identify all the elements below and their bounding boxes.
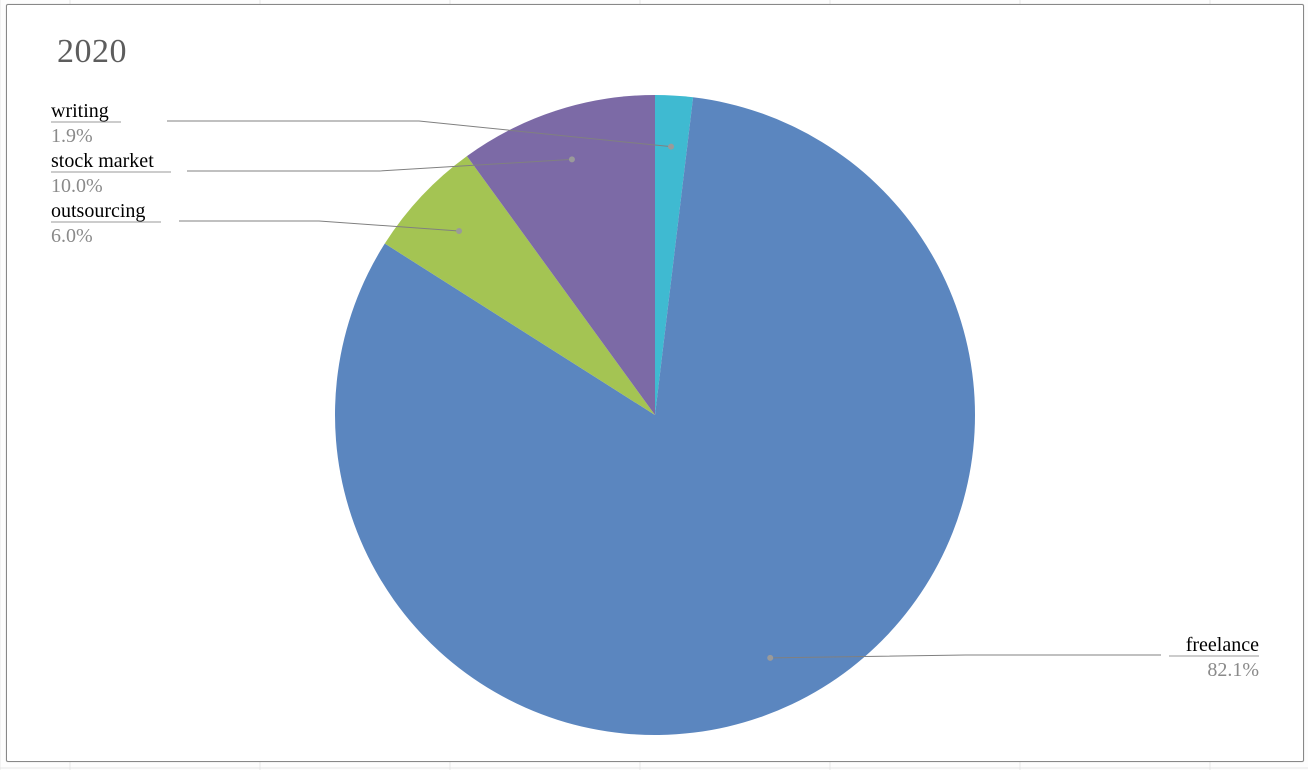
svg-text:outsourcing: outsourcing [51,200,145,222]
svg-text:10.0%: 10.0% [51,175,103,197]
leader-dot [456,228,462,234]
leader-dot [668,144,674,150]
svg-text:writing: writing [51,100,109,122]
leader-dot [569,156,575,162]
pie-chart: writing 1.9% stock market 10.0% outsourcing 6… [7,5,1303,761]
label-stock-market: stock market 10.0% [51,150,171,197]
label-outsourcing: outsourcing 6.0% [51,200,161,247]
svg-text:freelance: freelance [1186,634,1259,656]
svg-text:82.1%: 82.1% [1207,659,1259,681]
svg-text:6.0%: 6.0% [51,225,93,247]
label-freelance: freelance 82.1% [1169,634,1259,681]
label-writing: writing 1.9% [51,100,121,147]
leader-dot [767,655,773,661]
svg-text:stock market: stock market [51,150,154,172]
svg-text:1.9%: 1.9% [51,125,93,147]
chart-frame: 2020 writing1.9%stock market10.0%outsour… [6,4,1304,762]
